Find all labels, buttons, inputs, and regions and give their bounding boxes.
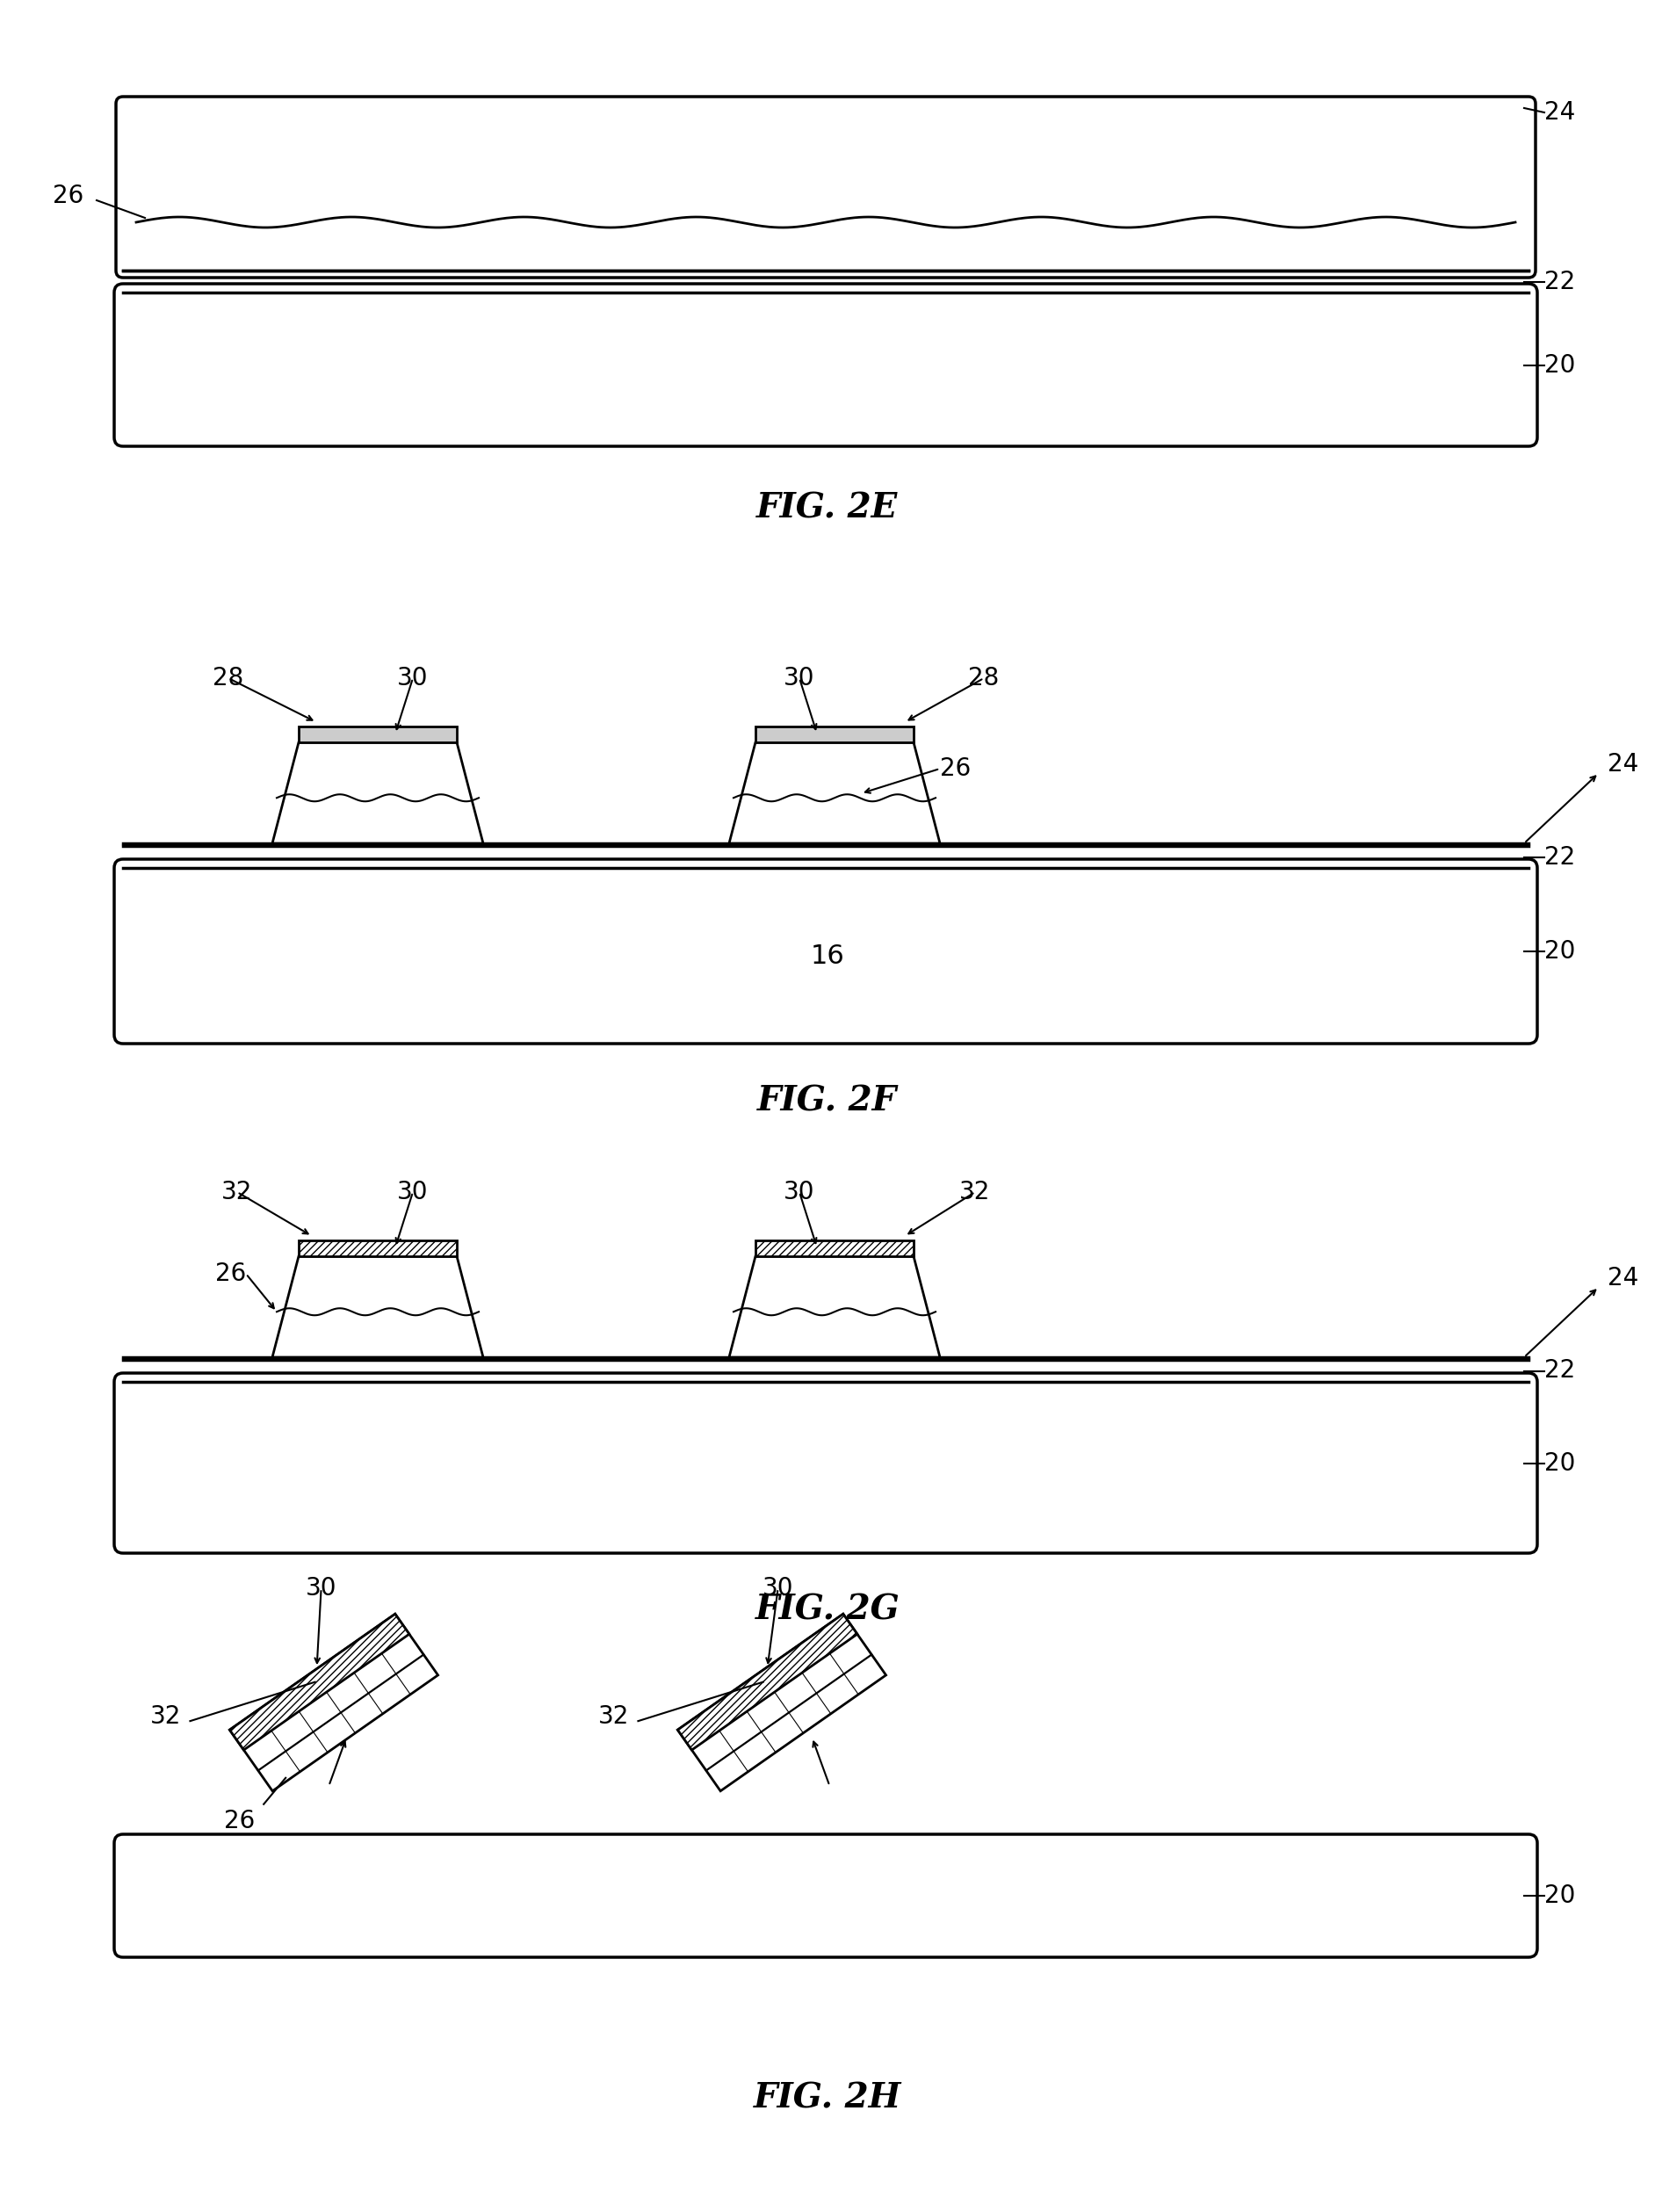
Text: 24: 24 <box>1607 752 1638 776</box>
Text: FIG. 2E: FIG. 2E <box>756 491 899 524</box>
FancyBboxPatch shape <box>114 283 1537 447</box>
Text: 32: 32 <box>222 1179 253 1203</box>
Text: 30: 30 <box>763 1577 793 1601</box>
Bar <box>298 1241 457 1256</box>
Text: 32: 32 <box>151 1705 182 1730</box>
Polygon shape <box>230 1615 409 1750</box>
FancyBboxPatch shape <box>114 858 1537 1044</box>
Text: 20: 20 <box>1544 352 1576 378</box>
Text: 26: 26 <box>215 1261 247 1285</box>
FancyBboxPatch shape <box>116 97 1536 276</box>
Bar <box>755 1241 914 1256</box>
Text: 28: 28 <box>968 666 1000 690</box>
Text: 26: 26 <box>223 1809 255 1834</box>
Text: 28: 28 <box>213 666 243 690</box>
Polygon shape <box>273 1256 483 1358</box>
Polygon shape <box>230 1615 439 1792</box>
Text: 26: 26 <box>940 757 971 781</box>
Polygon shape <box>677 1615 857 1750</box>
Text: 32: 32 <box>597 1705 629 1730</box>
Text: 24: 24 <box>1607 1265 1638 1290</box>
Text: 22: 22 <box>1544 270 1576 294</box>
Text: 30: 30 <box>784 666 814 690</box>
Text: 20: 20 <box>1544 1451 1576 1475</box>
Text: 30: 30 <box>397 666 429 690</box>
Text: 32: 32 <box>960 1179 991 1203</box>
Text: 22: 22 <box>1544 1358 1576 1382</box>
FancyBboxPatch shape <box>114 1834 1537 1958</box>
Text: 26: 26 <box>53 184 84 208</box>
Bar <box>755 726 914 743</box>
Text: 30: 30 <box>397 1179 429 1203</box>
Polygon shape <box>730 1256 940 1358</box>
Text: 24: 24 <box>1544 100 1576 124</box>
Text: 30: 30 <box>784 1179 814 1203</box>
Text: 20: 20 <box>1544 940 1576 964</box>
FancyBboxPatch shape <box>114 1374 1537 1553</box>
Text: 16: 16 <box>811 942 844 969</box>
Text: 22: 22 <box>1544 845 1576 869</box>
Text: FIG. 2H: FIG. 2H <box>753 2081 902 2115</box>
Bar <box>298 726 457 743</box>
Text: 30: 30 <box>306 1577 336 1601</box>
Text: 20: 20 <box>1544 1882 1576 1909</box>
Text: FIG. 2G: FIG. 2G <box>755 1593 900 1628</box>
Polygon shape <box>677 1615 885 1792</box>
Polygon shape <box>273 743 483 843</box>
Polygon shape <box>730 743 940 843</box>
Text: FIG. 2F: FIG. 2F <box>758 1084 897 1117</box>
